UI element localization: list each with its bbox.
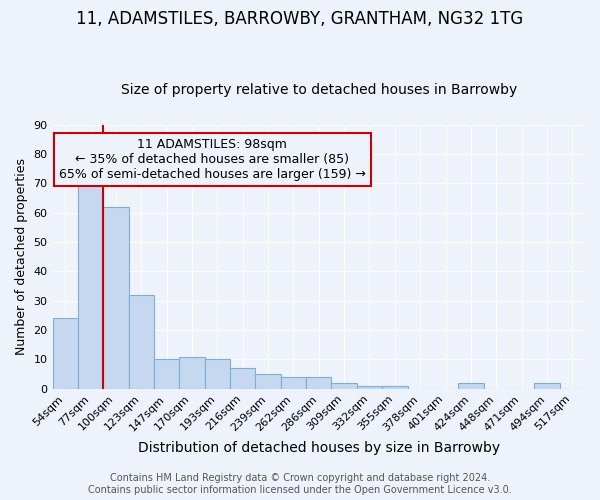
X-axis label: Distribution of detached houses by size in Barrowby: Distribution of detached houses by size … <box>138 441 500 455</box>
Bar <box>534 383 560 389</box>
Bar <box>103 207 128 389</box>
Bar <box>128 295 154 389</box>
Title: Size of property relative to detached houses in Barrowby: Size of property relative to detached ho… <box>121 83 517 97</box>
Bar <box>78 184 103 389</box>
Bar <box>306 377 331 389</box>
Text: Contains HM Land Registry data © Crown copyright and database right 2024.
Contai: Contains HM Land Registry data © Crown c… <box>88 474 512 495</box>
Bar <box>382 386 407 389</box>
Bar <box>281 377 306 389</box>
Y-axis label: Number of detached properties: Number of detached properties <box>15 158 28 355</box>
Bar <box>458 383 484 389</box>
Bar <box>53 318 78 389</box>
Bar <box>179 356 205 389</box>
Text: 11, ADAMSTILES, BARROWBY, GRANTHAM, NG32 1TG: 11, ADAMSTILES, BARROWBY, GRANTHAM, NG32… <box>76 10 524 28</box>
Text: 11 ADAMSTILES: 98sqm
← 35% of detached houses are smaller (85)
65% of semi-detac: 11 ADAMSTILES: 98sqm ← 35% of detached h… <box>59 138 366 181</box>
Bar <box>230 368 256 389</box>
Bar <box>256 374 281 389</box>
Bar <box>331 383 357 389</box>
Bar <box>154 360 179 389</box>
Bar <box>205 360 230 389</box>
Bar <box>357 386 382 389</box>
